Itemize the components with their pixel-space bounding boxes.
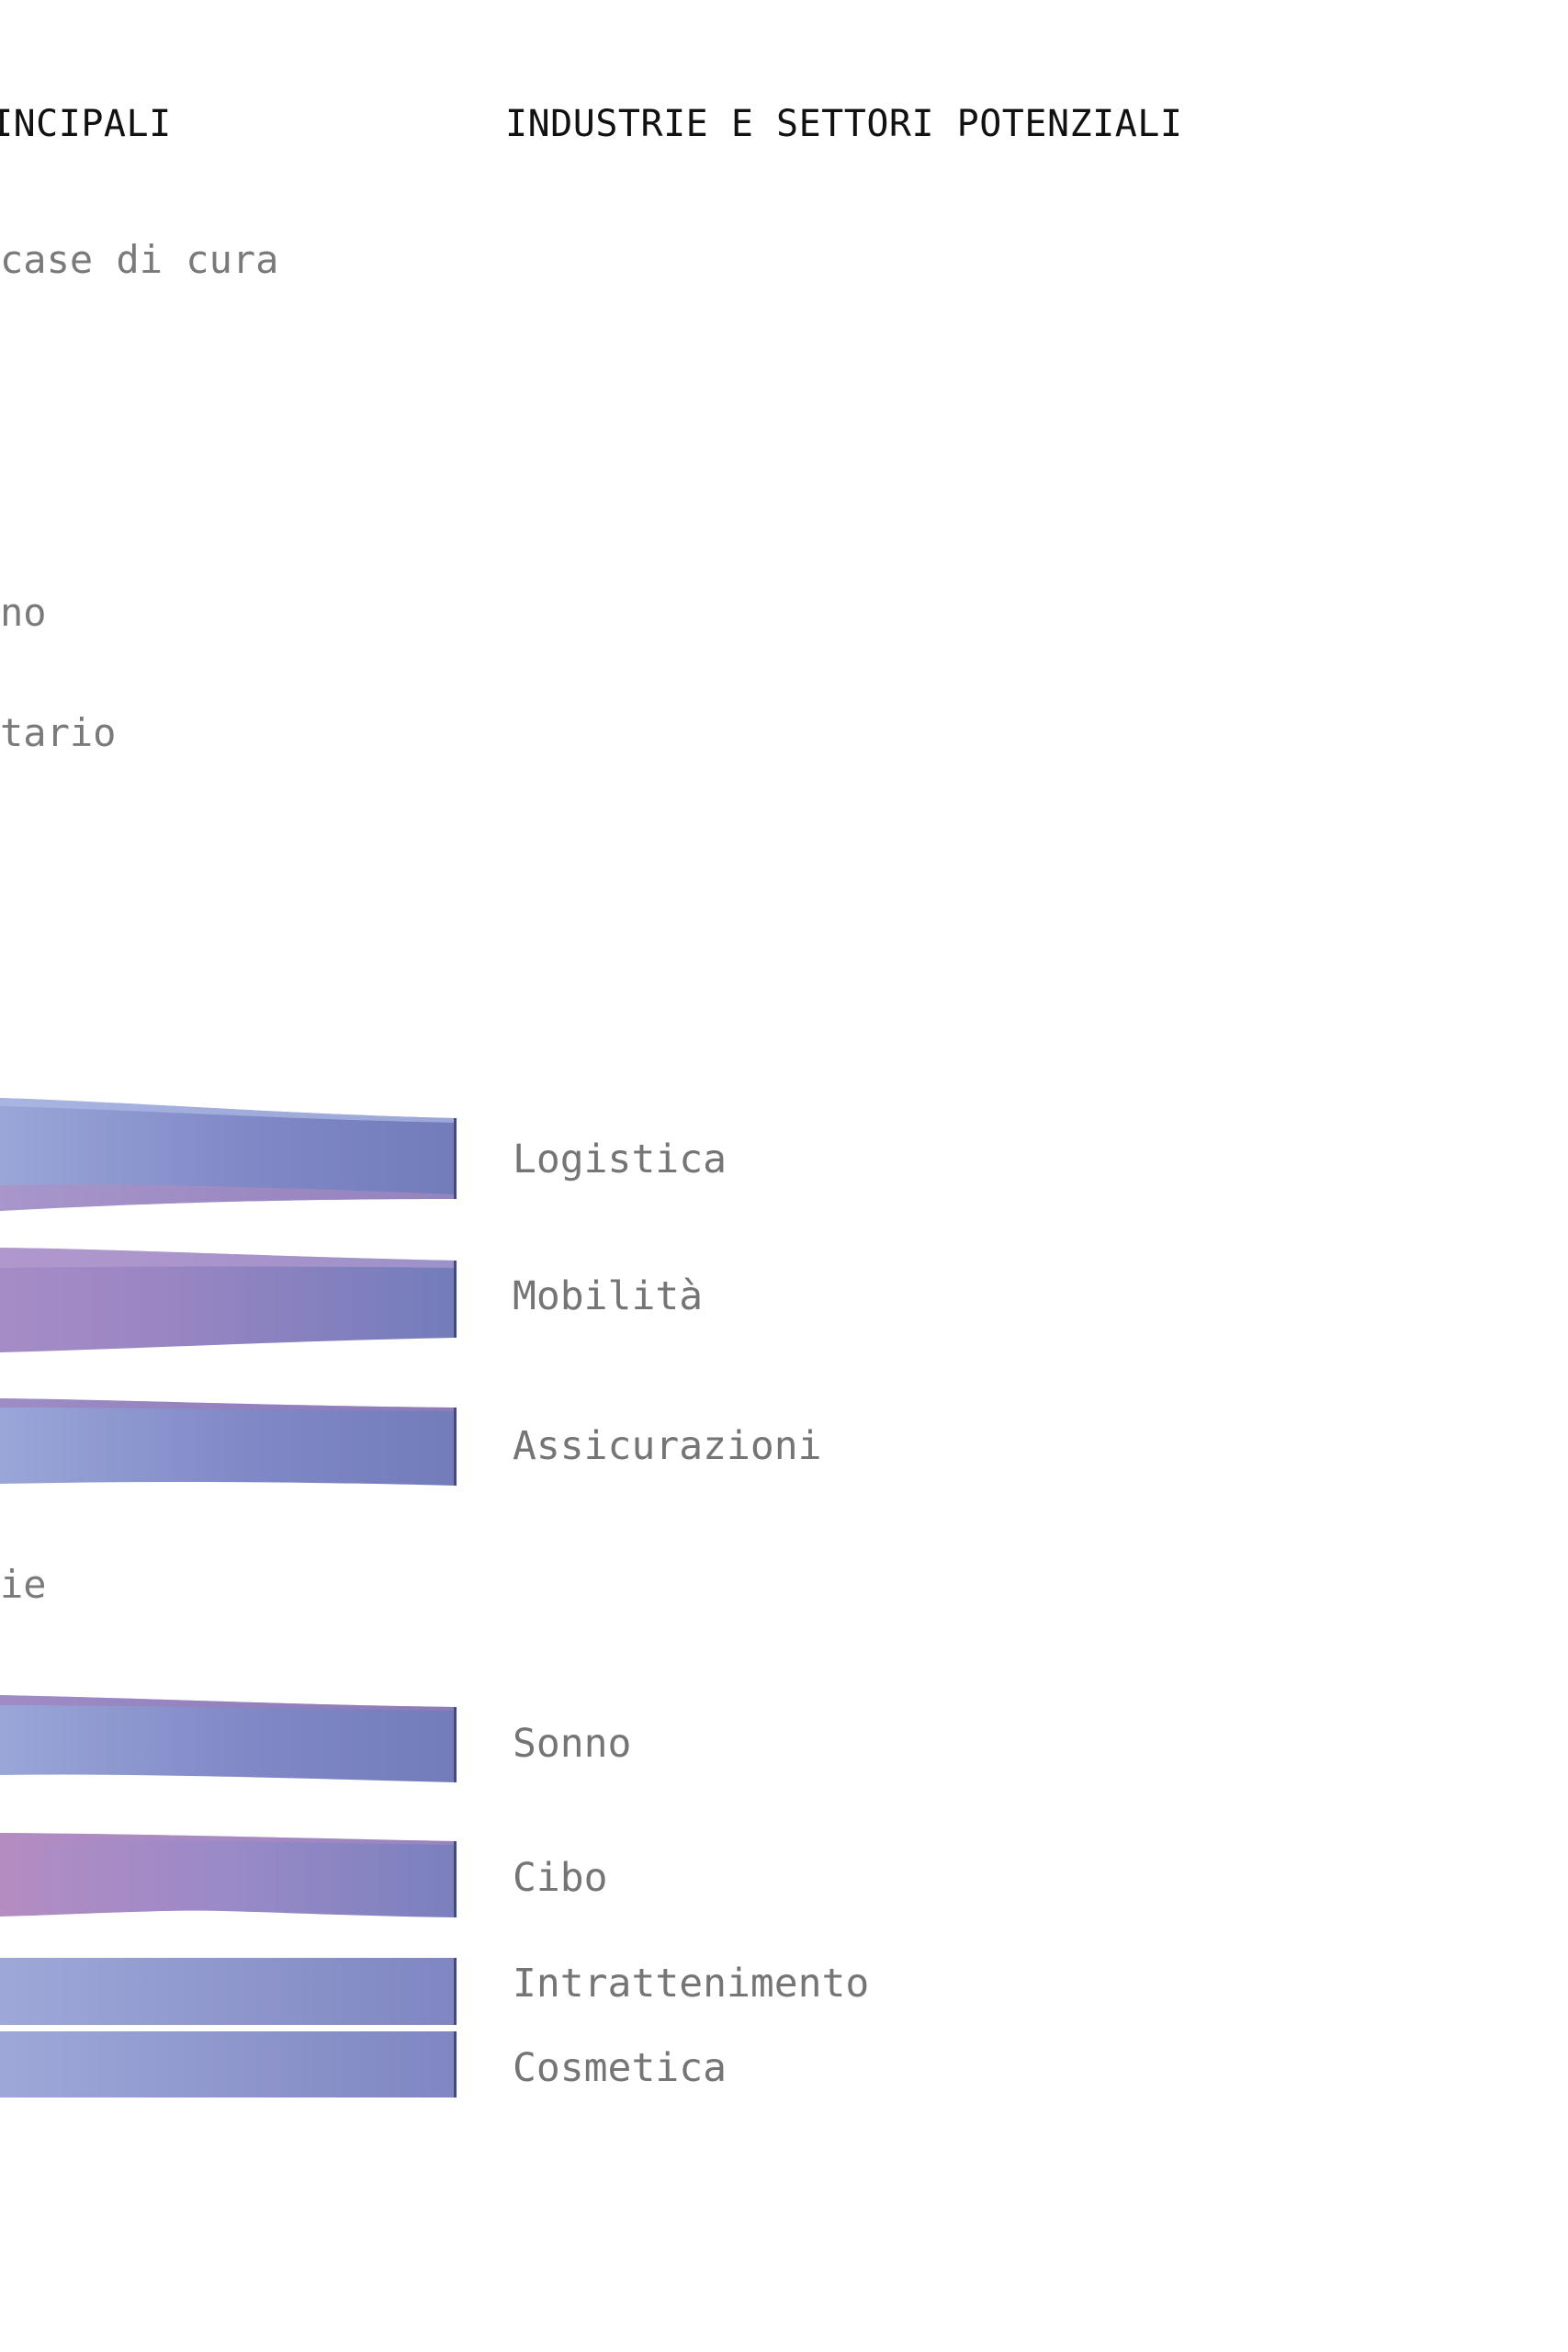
flow-cosmetica [0,2031,457,2098]
heading-potential-industries: INDUSTRIE E SETTORI POTENZIALI [505,103,1183,145]
flow-cibo [0,1833,457,1917]
industry-label-assicurazioni: Assicurazioni [513,1423,822,1469]
left-label-care-homes: case di cura [0,237,279,282]
industry-label-logistica: Logistica [513,1136,727,1182]
flow-intrattenimento [0,1958,457,2025]
industry-label-cosmetica: Cosmetica [513,2045,727,2091]
flow-sonno [0,1695,457,1782]
industry-label-mobilita: Mobilità [513,1273,704,1319]
left-label-tario: tario [0,710,117,755]
flow-logistica [0,1098,457,1211]
industry-label-intrattenimento: Intrattenimento [513,1961,870,2007]
heading-main-topics: INCIPALI [0,103,172,145]
flow-mobilita [0,1248,457,1352]
left-label-no: no [0,590,47,635]
industry-label-cibo: Cibo [513,1855,608,1901]
flow-assicurazioni [0,1398,457,1486]
left-label-ie: ie [0,1562,47,1607]
industry-label-sonno: Sonno [513,1721,632,1767]
